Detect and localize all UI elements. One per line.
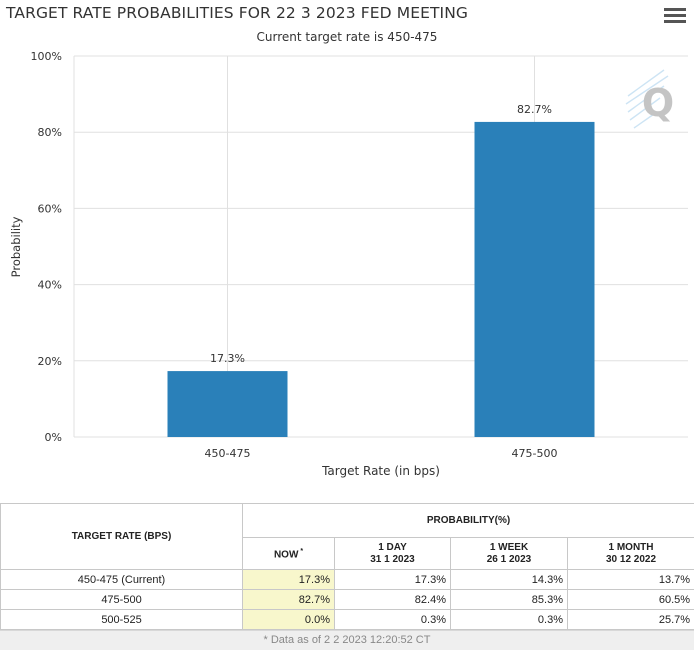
cell-month: 60.5% [566,589,694,610]
data-timestamp-footnote: * Data as of 2 2 2023 12:20:52 CT [0,630,694,650]
bar-data-label: 17.3% [210,352,245,365]
cell-rate: 500-525 [0,609,243,630]
x-axis-label: Target Rate (in bps) [321,464,440,478]
bar-450-475[interactable] [167,371,288,437]
header-1-month: 1 MONTH 30 12 2022 [566,537,694,570]
y-tick-label: 100% [31,50,62,63]
header-1-week: 1 WEEK 26 1 2023 [450,537,568,570]
probability-table: TARGET RATE (BPS) PROBABILITY(%) NOW * 1 … [0,503,694,630]
cell-month: 13.7% [566,569,694,590]
cell-week: 14.3% [450,569,568,590]
x-tick-label: 450-475 [205,447,251,460]
header-probability: PROBABILITY(%) [241,503,694,538]
cell-month: 25.7% [566,609,694,630]
table-row: 450-475 (Current) 17.3% 17.3% 14.3% 13.7% [0,569,694,590]
cell-now: 0.0% [242,609,335,630]
x-tick-label: 475-500 [512,447,558,460]
bar-475-500[interactable] [474,121,595,438]
cell-day: 17.3% [334,569,451,590]
chart-title: TARGET RATE PROBABILITIES FOR 22 3 2023 … [6,4,469,22]
logo-letter: Q [642,81,674,125]
header-1-day: 1 DAY 31 1 2023 [334,537,451,570]
cell-now: 17.3% [242,569,335,590]
cell-day: 0.3% [334,609,451,630]
y-tick-label: 80% [38,126,62,139]
bar-chart: 0% 20% 40% 60% 80% 100% 17.3% 82.7% 450-475 475… [9,50,688,478]
cell-rate: 475-500 [0,589,243,610]
y-tick-label: 0% [45,431,62,444]
y-axis-label: Probability [9,216,23,277]
chart-subtitle: Current target rate is 450-475 [256,30,438,44]
cell-week: 0.3% [450,609,568,630]
cell-now: 82.7% [242,589,335,610]
cme-q-logo-icon: Q [625,69,674,129]
cell-week: 85.3% [450,589,568,610]
y-tick-label: 60% [38,202,62,215]
cell-day: 82.4% [334,589,451,610]
y-tick-label: 20% [38,355,62,368]
table-row: 500-525 0.0% 0.3% 0.3% 25.7% [0,609,694,630]
table-row: 475-500 82.7% 82.4% 85.3% 60.5% [0,589,694,610]
bar-data-label: 82.7% [517,103,552,116]
hamburger-menu-icon[interactable] [664,8,686,28]
header-target-rate: TARGET RATE (BPS) [0,503,243,570]
cell-rate: 450-475 (Current) [0,569,243,590]
y-tick-label: 40% [38,279,62,292]
header-now: NOW * [242,537,335,570]
